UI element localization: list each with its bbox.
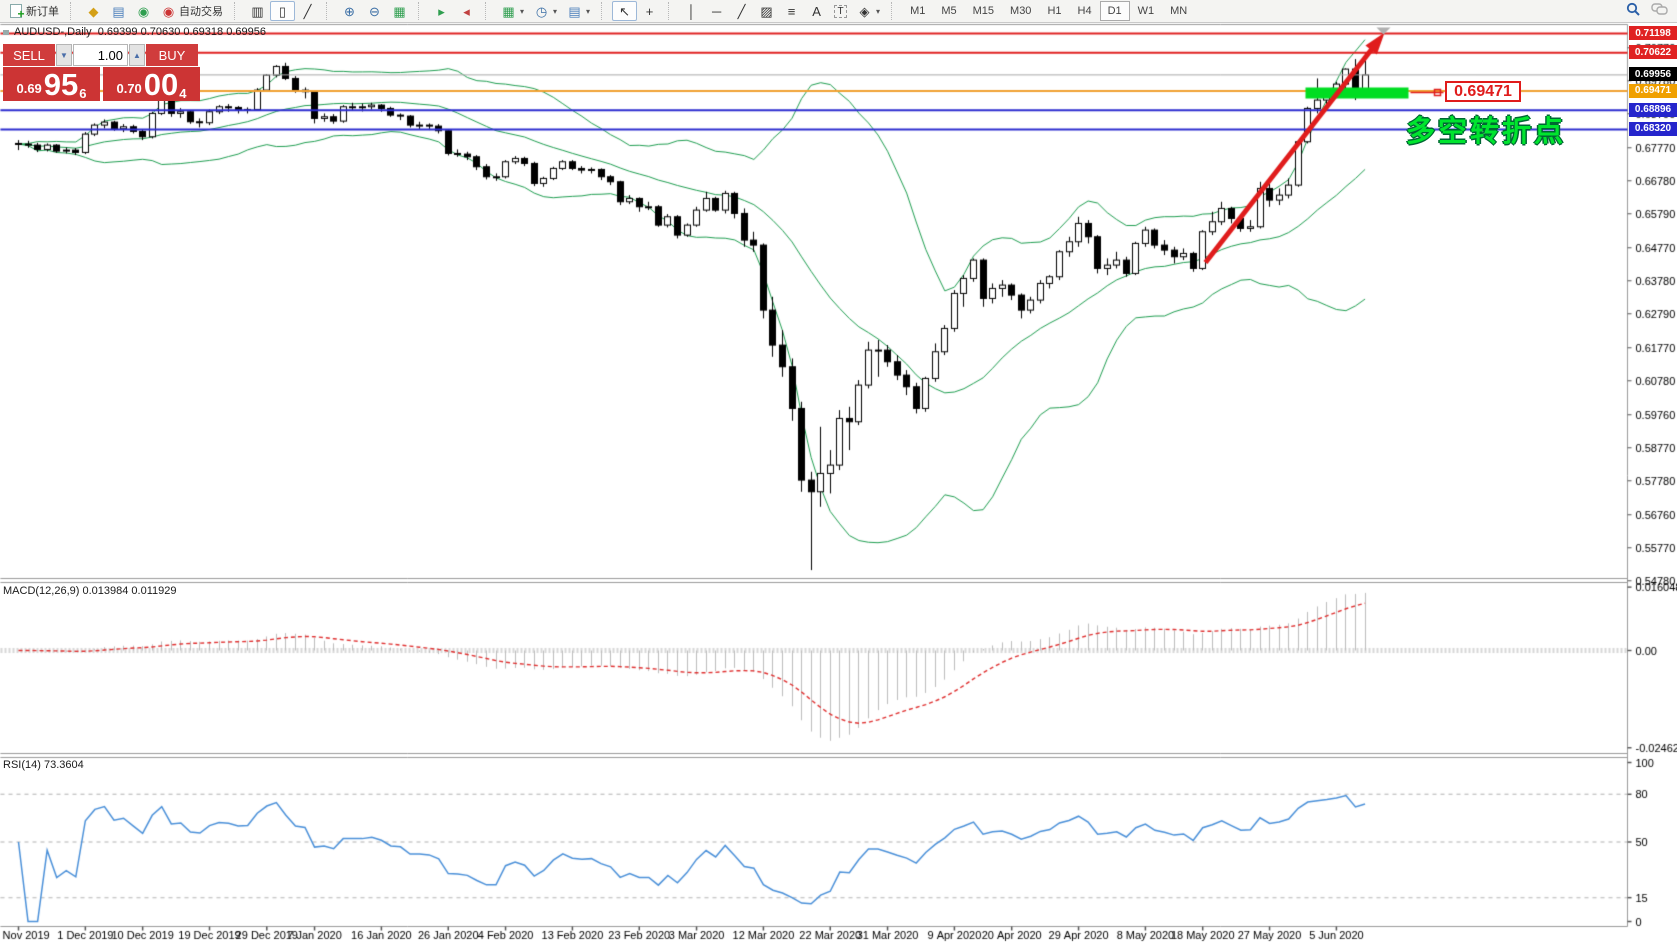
price-callout-label: 0.69471 [1445, 81, 1521, 102]
text-label-icon: T [834, 4, 848, 18]
auto-trading-button[interactable]: ◉ 自动交易 [156, 1, 228, 21]
text-label-button[interactable]: T [829, 1, 852, 21]
support-label: 0.69471 [1629, 83, 1677, 98]
chart-shift-button[interactable]: ▸ [429, 1, 454, 21]
profiles-button[interactable]: ◷ ▾ [535, 3, 558, 19]
tf-h4[interactable]: H4 [1077, 5, 1092, 17]
buy-price-pip: 4 [179, 86, 187, 101]
text-icon: A [812, 3, 821, 19]
chart-canvas[interactable] [0, 23, 1677, 944]
chart-title-marker [3, 30, 9, 35]
sell-button[interactable]: SELL [3, 44, 55, 66]
channel-button[interactable]: ▨ [754, 1, 779, 21]
symbol-title: AUDUSD-,Daily [14, 26, 92, 38]
volume-down-button[interactable]: ▼ [56, 44, 72, 66]
new-order-icon [8, 4, 25, 22]
crosshair-icon: + [645, 3, 654, 19]
new-order-label: 新订单 [26, 6, 59, 18]
main-toolbar: 新订单 ◆ ▤ ◉ ◉ 自动交易 ▥ ▯ ╱ ⊕ ⊖ ▦ ▸ ◂ [0, 0, 1677, 23]
trendline-button[interactable]: ╱ [729, 1, 754, 21]
tf-m30[interactable]: M30 [1010, 5, 1032, 17]
vertical-line-icon: │ [687, 3, 696, 19]
channel-icon: ▨ [760, 3, 773, 19]
navigator-button[interactable]: ◉ [131, 1, 156, 21]
sell-price-big: 95 [43, 67, 79, 102]
buy-button[interactable]: BUY [146, 44, 198, 66]
ohlc-values: 0.69399 0.70630 0.69318 0.69956 [97, 26, 266, 38]
tf-mn[interactable]: MN [1170, 5, 1188, 17]
buy-price-prefix: 0.70 [116, 81, 142, 96]
crosshair-button[interactable]: + [637, 1, 662, 21]
tf-m15[interactable]: M15 [972, 5, 995, 17]
templates-icon: ▤ [568, 3, 581, 19]
chart-title: AUDUSD-,Daily 0.69399 0.70630 0.69318 0.… [14, 26, 266, 38]
navigator-icon: ◉ [137, 3, 150, 19]
buy-price-big: 00 [143, 67, 179, 102]
tf-m5[interactable]: M5 [941, 5, 957, 17]
zoom-out-button[interactable]: ⊖ [362, 1, 387, 21]
macd-label: MACD(12,26,9) 0.013984 0.011929 [3, 585, 177, 597]
auto-scroll-icon: ◂ [463, 3, 470, 19]
blue-level-label-2: 0.68320 [1629, 121, 1677, 136]
tf-m1[interactable]: M1 [910, 5, 926, 17]
new-order-button[interactable]: 新订单 [3, 1, 64, 22]
auto-trading-icon: ◉ [162, 3, 175, 19]
rsi-label: RSI(14) 73.3604 [3, 759, 84, 771]
line-chart-button[interactable]: ╱ [295, 1, 320, 21]
candlestick-icon: ▯ [278, 3, 287, 19]
chart-shift-icon: ▸ [438, 3, 445, 19]
horizontal-line-button[interactable]: ─ [704, 1, 729, 21]
blue-level-label-1: 0.68896 [1629, 102, 1677, 117]
fibonacci-button[interactable]: ≡ [779, 1, 804, 21]
shapes-icon: ◈ [859, 3, 870, 19]
timeframe-group: M1 M5 M15 M30 H1 H4 D1 W1 MN [899, 0, 1198, 23]
zoom-in-button[interactable]: ⊕ [337, 1, 362, 21]
sell-price[interactable]: 0.69 95 6 [3, 67, 100, 101]
line-chart-icon: ╱ [303, 3, 312, 19]
auto-scroll-button[interactable]: ◂ [454, 1, 479, 21]
bar-chart-icon: ▥ [251, 3, 264, 19]
vertical-line-button[interactable]: │ [679, 1, 704, 21]
templates-button[interactable]: ▤ ▾ [568, 3, 591, 19]
resistance-label-2: 0.70622 [1629, 45, 1677, 60]
bid-price-label: 0.69956 [1629, 67, 1677, 82]
horizontal-line-icon: ─ [711, 3, 722, 19]
data-window-button[interactable]: ▤ [106, 1, 131, 21]
bar-chart-button[interactable]: ▥ [245, 1, 270, 21]
turning-point-annotation: 多空转折点 [1406, 116, 1567, 148]
text-button[interactable]: A [804, 1, 829, 21]
data-window-icon: ▤ [112, 3, 125, 19]
cursor-icon: ↖ [619, 3, 630, 19]
cursor-button[interactable]: ↖ [612, 1, 638, 21]
search-icon[interactable] [1626, 2, 1641, 20]
auto-trading-label: 自动交易 [179, 6, 223, 18]
tile-windows-button[interactable]: ▦ [387, 1, 412, 21]
market-watch-button[interactable]: ◆ [81, 1, 106, 21]
sell-price-pip: 6 [79, 86, 87, 101]
tf-h1[interactable]: H1 [1047, 5, 1062, 17]
shapes-button[interactable]: ◈ ▾ [852, 1, 885, 21]
new-chart-button[interactable]: ▦ ▾ [502, 3, 525, 19]
zoom-out-icon: ⊖ [369, 3, 380, 19]
tf-d1[interactable]: D1 [1099, 1, 1130, 21]
new-chart-icon: ▦ [502, 3, 515, 19]
profiles-icon: ◷ [535, 3, 548, 19]
volume-input[interactable] [73, 44, 128, 66]
zoom-in-icon: ⊕ [344, 3, 355, 19]
trendline-icon: ╱ [737, 3, 746, 19]
tf-w1[interactable]: W1 [1137, 5, 1155, 17]
sell-price-prefix: 0.69 [16, 81, 42, 96]
market-watch-icon: ◆ [88, 3, 99, 19]
candlestick-button[interactable]: ▯ [270, 1, 295, 21]
chat-icon[interactable] [1651, 2, 1669, 20]
buy-price[interactable]: 0.70 00 4 [103, 67, 200, 101]
volume-up-button[interactable]: ▲ [129, 44, 145, 66]
resistance-label-1: 0.71198 [1629, 26, 1677, 40]
tile-windows-icon: ▦ [393, 3, 406, 19]
fibonacci-icon: ≡ [787, 3, 796, 19]
